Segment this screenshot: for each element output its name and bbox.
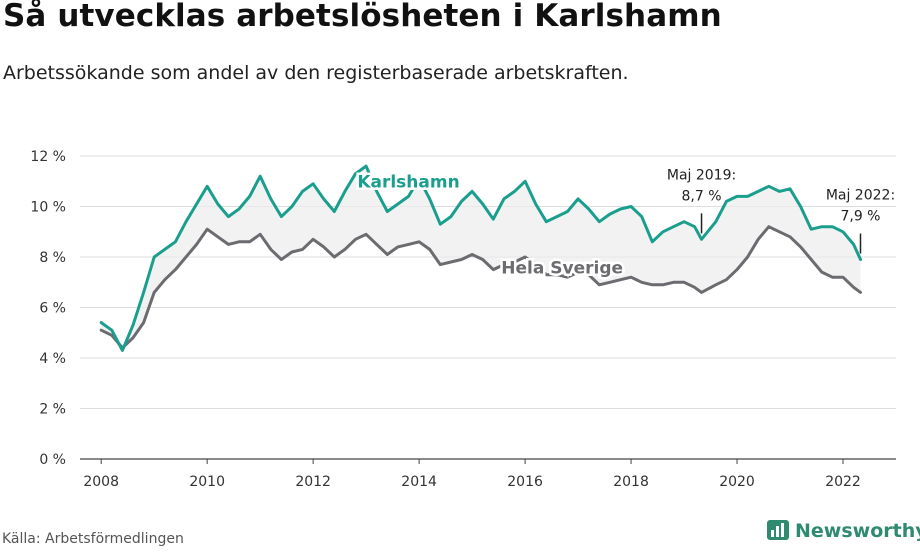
chart-title: Så utvecklas arbetslösheten i Karlshamn: [3, 0, 722, 34]
x-tick-label: 2020: [719, 474, 755, 490]
y-tick-label: 10 %: [30, 200, 66, 216]
x-tick-label: 2018: [613, 474, 649, 490]
x-tick-label: 2008: [83, 474, 119, 490]
x-tick-label: 2014: [401, 474, 437, 490]
source-note: Källa: Arbetsförmedlingen: [2, 531, 184, 547]
y-tick-label: 12 %: [30, 149, 66, 165]
brand-logo[interactable]: Newsworthy: [766, 519, 920, 543]
label-layer: Karlshamn Hela Sverige Maj 2019: 8,7 % Maj 2…: [355, 167, 895, 281]
newsworthy-logo-icon: [767, 520, 789, 540]
y-tick-label: 6 %: [39, 301, 66, 317]
y-tick-label: 0 %: [39, 452, 66, 468]
axis-layer: 0 % 2 % 4 % 6 % 8 % 10 % 12 % 2008 2010 2012 2014 2…: [30, 149, 860, 490]
annotation-date: Maj 2019:: [667, 167, 736, 183]
line-karlshamn: [99, 164, 862, 352]
y-tick-label: 4 %: [39, 351, 66, 367]
y-tick-label: 2 %: [39, 402, 66, 418]
series-label-hela-sverige: Hela Sverige: [501, 258, 623, 278]
chart-subtitle: Arbetssökande som andel av den registerb…: [3, 62, 629, 84]
line-hela-sverige: [99, 225, 862, 350]
x-tick-label: 2012: [295, 474, 331, 490]
annotation-date: Maj 2022:: [826, 188, 895, 204]
y-tick-label: 8 %: [39, 250, 66, 266]
series-label-karlshamn: Karlshamn: [357, 173, 459, 193]
x-tick-label: 2022: [825, 474, 861, 490]
x-tick-label: 2010: [189, 474, 225, 490]
annotation-value: 8,7 %: [682, 188, 722, 204]
annotation-value: 7,9 %: [840, 209, 880, 225]
brand-name: Newsworthy: [795, 520, 920, 542]
x-tick-label: 2016: [507, 474, 543, 490]
